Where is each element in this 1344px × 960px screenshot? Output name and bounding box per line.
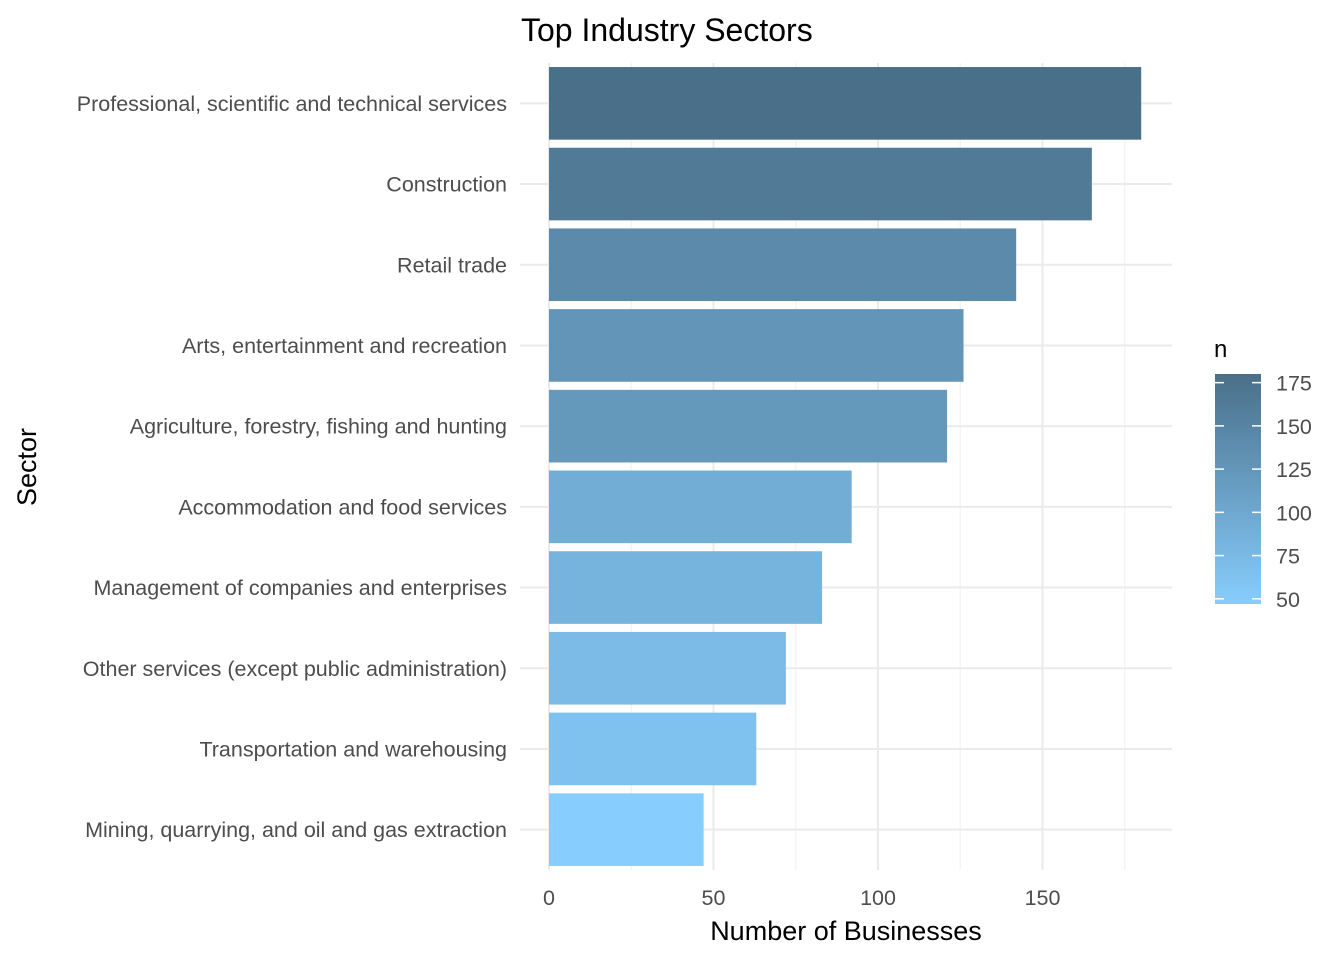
legend-title: n — [1214, 336, 1227, 363]
bar — [549, 470, 852, 544]
y-tick-label: Transportation and warehousing — [199, 737, 507, 761]
y-tick-label: Arts, entertainment and recreation — [182, 334, 507, 358]
y-tick-label: Management of companies and enterprises — [93, 576, 507, 600]
bar — [549, 551, 823, 624]
x-tick-label: 50 — [702, 886, 726, 910]
y-tick-label: Mining, quarrying, and oil and gas extra… — [85, 818, 507, 842]
legend: n 50 75 100 125 150 175 — [1214, 336, 1312, 612]
bar — [549, 67, 1142, 140]
bar — [549, 712, 757, 786]
legend-tick-label: 100 — [1276, 501, 1312, 525]
chart-title: Top Industry Sectors — [521, 12, 813, 48]
bar — [549, 631, 786, 705]
bar — [549, 793, 704, 866]
x-tick-label: 150 — [1025, 886, 1061, 910]
y-tick-label: Accommodation and food services — [178, 495, 507, 519]
x-axis-title: Number of Businesses — [710, 916, 982, 946]
legend-colorbar — [1215, 374, 1261, 604]
bar — [549, 228, 1017, 302]
legend-tick-label: 175 — [1276, 372, 1312, 396]
y-axis-title: Sector — [12, 428, 42, 506]
y-tick-label: Agriculture, forestry, fishing and hunti… — [130, 415, 507, 439]
x-tick-label: 0 — [543, 886, 555, 910]
x-tick-label: 100 — [860, 886, 896, 910]
bars — [549, 67, 1142, 866]
y-axis-tick-labels: Professional, scientific and technical s… — [77, 92, 507, 842]
x-axis-tick-labels: 0 50 100 150 — [543, 886, 1060, 910]
legend-ticks: 50 75 100 125 150 175 — [1215, 372, 1312, 612]
legend-tick-label: 125 — [1276, 458, 1312, 482]
y-tick-label: Retail trade — [397, 253, 507, 277]
bar — [549, 309, 964, 382]
bar — [549, 147, 1092, 221]
y-tick-label: Professional, scientific and technical s… — [77, 92, 507, 116]
bar — [549, 389, 948, 463]
y-tick-label: Other services (except public administra… — [83, 657, 507, 681]
legend-tick-label: 150 — [1276, 415, 1312, 439]
legend-tick-label: 50 — [1276, 588, 1300, 612]
y-tick-label: Construction — [386, 173, 507, 197]
legend-tick-label: 75 — [1276, 545, 1300, 569]
